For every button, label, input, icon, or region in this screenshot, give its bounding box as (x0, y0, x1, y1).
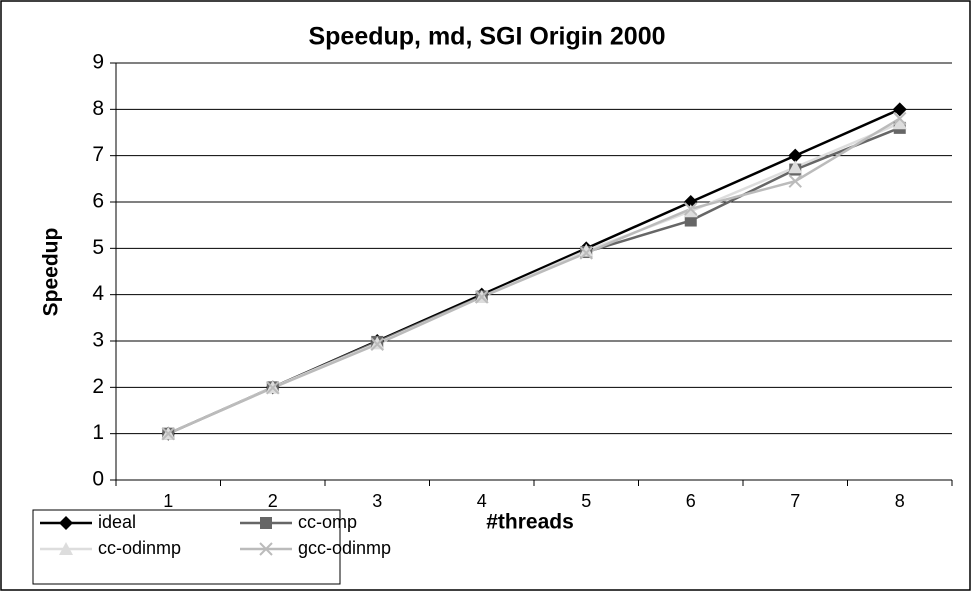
marker (892, 116, 907, 130)
marker (788, 148, 803, 163)
marker (370, 337, 384, 351)
marker (892, 102, 907, 117)
x-tick-label: 3 (372, 491, 382, 511)
marker (788, 174, 802, 188)
legend-label: cc-omp (298, 512, 357, 532)
marker (893, 111, 907, 126)
y-tick-label: 0 (92, 468, 104, 491)
x-tick-label: 7 (790, 491, 800, 511)
y-tick-label: 6 (92, 190, 104, 213)
legend-marker (59, 542, 73, 555)
y-tick-label: 8 (92, 97, 104, 120)
legend-label: gcc-odinmp (298, 538, 391, 558)
marker (684, 214, 697, 227)
marker (788, 160, 803, 174)
marker (370, 336, 385, 350)
series-line (167, 117, 901, 435)
legend-marker (260, 517, 272, 529)
x-axis-label: #threads (486, 511, 574, 534)
y-axis-label: Speedup (40, 228, 63, 317)
x-tick-label: 1 (163, 491, 173, 511)
y-tick-label: 3 (92, 329, 104, 352)
y-tick-label: 1 (92, 421, 104, 444)
marker (266, 381, 280, 395)
y-tick-label: 7 (92, 143, 104, 166)
x-tick-label: 5 (581, 491, 591, 511)
legend-marker (59, 516, 73, 530)
marker (683, 204, 698, 218)
chart-title: Speedup, md, SGI Origin 2000 (308, 23, 665, 51)
marker (475, 290, 489, 304)
y-tick-label: 2 (92, 375, 104, 398)
x-tick-label: 4 (477, 491, 487, 511)
marker (161, 426, 175, 441)
marker (684, 202, 698, 216)
legend-marker (259, 542, 273, 556)
x-tick-label: 8 (895, 491, 905, 511)
legend-box (32, 509, 341, 585)
marker (579, 243, 594, 257)
legend-label: cc-odinmp (98, 538, 181, 558)
marker (579, 246, 593, 260)
x-tick-label: 6 (686, 491, 696, 511)
y-tick-label: 4 (92, 282, 104, 305)
y-tick-label: 5 (92, 236, 104, 259)
legend-label: ideal (98, 512, 136, 532)
x-tick-label: 2 (268, 491, 278, 511)
y-tick-label: 9 (92, 51, 104, 74)
